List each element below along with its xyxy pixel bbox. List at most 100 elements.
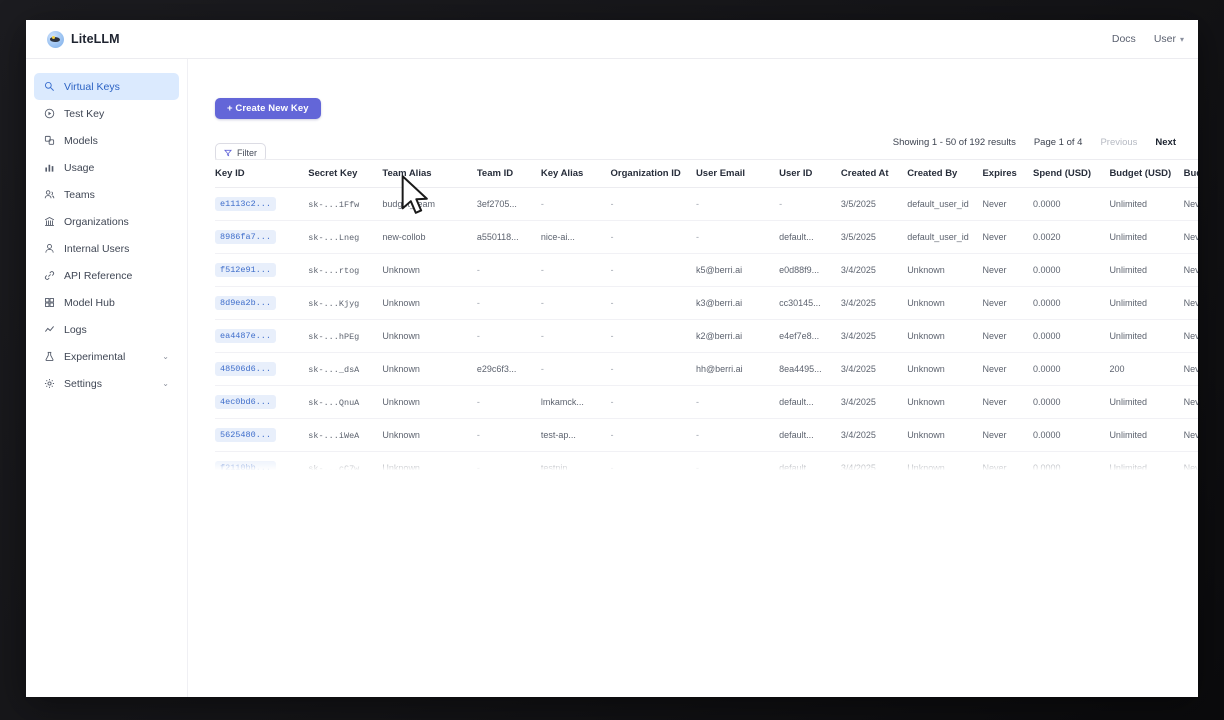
sidebar-item-logs[interactable]: Logs xyxy=(34,316,179,343)
cell-team-alias-text: Unknown xyxy=(382,331,420,341)
cell-spend-text: 0.0020 xyxy=(1033,232,1061,242)
cell-key-id[interactable]: 5625480... xyxy=(215,418,309,452)
cell-team-alias-text: Unknown xyxy=(382,298,420,308)
key-id-chip[interactable]: 8d9ea2b... xyxy=(215,296,277,310)
cell-key-id[interactable]: 8986fa7... xyxy=(215,220,309,254)
column-header-budget[interactable]: Budget (USD) xyxy=(1109,160,1184,188)
keys-table-container[interactable]: Key ID Secret Key Team Alias Team ID Key… xyxy=(215,159,1198,470)
cell-key-alias: - xyxy=(540,187,611,221)
column-header-expires[interactable]: Expires xyxy=(982,160,1034,188)
cell-team-id: a550118... xyxy=(476,220,541,254)
column-header-user-id[interactable]: User ID xyxy=(779,160,841,188)
key-id-chip[interactable]: f512e91... xyxy=(215,263,277,277)
sidebar-item-label: Organizations xyxy=(64,215,129,228)
cell-key-alias: - xyxy=(540,286,611,320)
cell-key-id[interactable]: ea4487e... xyxy=(215,319,309,353)
sidebar-item-test-key[interactable]: Test Key xyxy=(34,100,179,127)
sidebar-item-teams[interactable]: Teams xyxy=(34,181,179,208)
column-header-created-at[interactable]: Created At xyxy=(840,160,908,188)
cell-expires: Never xyxy=(982,319,1034,353)
sidebar-item-models[interactable]: Models xyxy=(34,127,179,154)
table-row[interactable]: 5625480... sk-...iWeA Unknown - test-ap... - -… xyxy=(215,418,1198,452)
secret-key-text: sk-...1Ffw xyxy=(308,199,360,210)
column-header-team-id[interactable]: Team ID xyxy=(476,160,541,188)
key-id-chip[interactable]: f2110bb... xyxy=(215,461,277,470)
bar-chart-icon xyxy=(44,162,55,173)
cell-organization-id-text: - xyxy=(610,430,614,440)
column-header-budget-reset[interactable]: Budget Reset xyxy=(1183,160,1198,188)
cell-created-at: 3/4/2025 xyxy=(840,451,908,470)
next-page-button[interactable]: Next xyxy=(1155,137,1176,148)
table-row[interactable]: ea4487e... sk-...hPEg Unknown - - - k2@berri.a… xyxy=(215,319,1198,353)
table-row[interactable]: f2110bb... sk-...cC7w Unknown - testnjn... - -… xyxy=(215,451,1198,470)
key-id-chip[interactable]: 5625480... xyxy=(215,428,277,442)
table-row[interactable]: 8d9ea2b... sk-...Kjyg Unknown - - - k3@berri.a… xyxy=(215,286,1198,320)
column-header-secret-key[interactable]: Secret Key xyxy=(308,160,383,188)
cell-organization-id-text: - xyxy=(610,199,614,209)
column-header-spend[interactable]: Spend (USD) xyxy=(1033,160,1110,188)
cell-created-at-text: 3/4/2025 xyxy=(840,364,876,374)
table-row[interactable]: e1113c2... sk-...1Ffw budget_team 3ef2705..… xyxy=(215,187,1198,221)
cell-key-id[interactable]: 48506d6... xyxy=(215,352,309,386)
previous-page-button[interactable]: Previous xyxy=(1100,137,1138,148)
key-id-chip[interactable]: ea4487e... xyxy=(215,329,277,343)
table-row[interactable]: 4ec0bd6... sk-...QnuA Unknown - lmkamck... - -… xyxy=(215,385,1198,419)
cell-expires-text: Never xyxy=(982,430,1007,440)
cell-created-at: 3/4/2025 xyxy=(840,352,908,386)
cell-key-id[interactable]: f2110bb... xyxy=(215,451,309,470)
results-count: Showing 1 - 50 of 192 results xyxy=(892,137,1016,148)
cell-key-id[interactable]: 8d9ea2b... xyxy=(215,286,309,320)
cell-budget-reset: Never xyxy=(1183,253,1198,287)
cell-user-id-text: - xyxy=(779,199,783,209)
sidebar: Virtual Keys Test Key Models Usage xyxy=(26,59,188,697)
sidebar-item-virtual-keys[interactable]: Virtual Keys xyxy=(34,73,179,100)
table-row[interactable]: 48506d6... sk-..._dsA Unknown e29c6f3... - - h… xyxy=(215,352,1198,386)
cell-expires: Never xyxy=(982,220,1034,254)
cell-user-id: default... xyxy=(779,220,841,254)
chevron-down-icon: ⌄ xyxy=(162,379,169,388)
key-id-chip[interactable]: 48506d6... xyxy=(215,362,277,376)
column-header-user-email[interactable]: User Email xyxy=(695,160,780,188)
keys-table: Key ID Secret Key Team Alias Team ID Key… xyxy=(215,160,1198,470)
sidebar-item-usage[interactable]: Usage xyxy=(34,154,179,181)
sidebar-item-experimental[interactable]: Experimental ⌄ xyxy=(34,343,179,370)
column-header-team-alias[interactable]: Team Alias xyxy=(382,160,477,188)
key-id-chip[interactable]: 4ec0bd6... xyxy=(215,395,277,409)
cell-user-email-text: - xyxy=(695,199,699,209)
key-id-chip[interactable]: e1113c2... xyxy=(215,197,277,211)
column-header-created-by[interactable]: Created By xyxy=(907,160,983,188)
column-header-organization-id[interactable]: Organization ID xyxy=(610,160,696,188)
user-menu[interactable]: User ▾ xyxy=(1154,33,1184,45)
sidebar-item-settings[interactable]: Settings ⌄ xyxy=(34,370,179,397)
sidebar-item-api-reference[interactable]: API Reference xyxy=(34,262,179,289)
cell-organization-id: - xyxy=(610,286,696,320)
table-header: Key ID Secret Key Team Alias Team ID Key… xyxy=(215,160,1198,188)
cell-organization-id-text: - xyxy=(610,298,614,308)
cell-expires: Never xyxy=(982,418,1034,452)
create-new-key-button[interactable]: + Create New Key xyxy=(215,98,321,119)
table-row[interactable]: f512e91... sk-...rtog Unknown - - - k5@berri.a… xyxy=(215,253,1198,287)
cell-team-id: - xyxy=(476,385,541,419)
cell-user-email-text: k3@berri.ai xyxy=(695,298,743,308)
cell-budget-text: Unlimited xyxy=(1109,430,1147,440)
cell-key-id[interactable]: 4ec0bd6... xyxy=(215,385,309,419)
table-row[interactable]: 8986fa7... sk-...Lneg new-collob a550118...… xyxy=(215,220,1198,254)
sidebar-item-organizations[interactable]: Organizations xyxy=(34,208,179,235)
cell-budget: Unlimited xyxy=(1109,385,1184,419)
cell-key-id[interactable]: e1113c2... xyxy=(215,187,309,221)
cell-organization-id: - xyxy=(610,253,696,287)
stack-icon xyxy=(44,135,55,146)
column-header-key-id[interactable]: Key ID xyxy=(215,160,309,188)
cell-expires-text: Never xyxy=(982,463,1007,470)
cell-team-id-text: 3ef2705... xyxy=(476,199,517,209)
cell-spend-text: 0.0000 xyxy=(1033,430,1061,440)
key-id-chip[interactable]: 8986fa7... xyxy=(215,230,277,244)
cell-key-id[interactable]: f512e91... xyxy=(215,253,309,287)
cell-organization-id: - xyxy=(610,352,696,386)
column-header-key-alias[interactable]: Key Alias xyxy=(540,160,611,188)
sidebar-item-internal-users[interactable]: Internal Users xyxy=(34,235,179,262)
cell-user-id-text: default... xyxy=(779,430,814,440)
cell-spend-text: 0.0000 xyxy=(1033,463,1061,470)
sidebar-item-model-hub[interactable]: Model Hub xyxy=(34,289,179,316)
docs-link[interactable]: Docs xyxy=(1111,33,1136,45)
